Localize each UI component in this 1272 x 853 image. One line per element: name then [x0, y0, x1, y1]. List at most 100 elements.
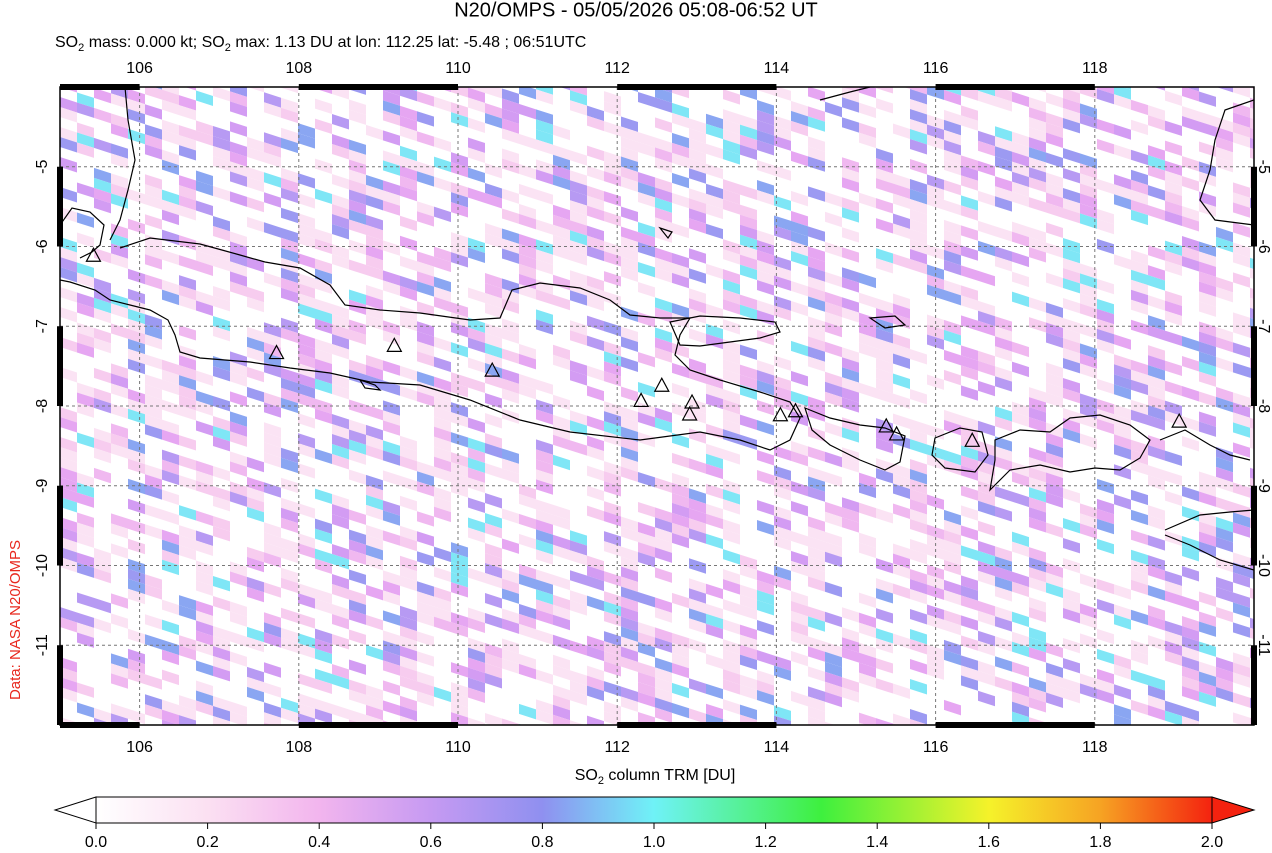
so2-cell [774, 445, 791, 461]
so2-cell [1182, 386, 1199, 402]
so2-cell [621, 586, 638, 602]
so2-cell [740, 644, 757, 661]
so2-cell [1131, 209, 1148, 226]
so2-cell [213, 155, 230, 172]
so2-cell [298, 433, 315, 449]
so2-cell [60, 517, 77, 533]
so2-cell [553, 694, 570, 711]
so2-cell [1097, 328, 1114, 345]
so2-cell [383, 590, 400, 606]
so2-cell [519, 213, 536, 230]
so2-cell [723, 249, 740, 265]
so2-cell [230, 261, 247, 277]
so2-cell [1267, 113, 1272, 128]
so2-cell [1233, 202, 1250, 218]
so2-cell [944, 249, 961, 266]
so2-cell [1131, 249, 1148, 266]
so2-cell [60, 617, 77, 633]
so2-cell [145, 374, 162, 390]
so2-cell [400, 285, 417, 302]
so2-cell [655, 637, 672, 653]
so2-cell [944, 529, 961, 546]
so2-cell [1216, 536, 1233, 553]
so2-cell [145, 334, 162, 350]
so2-cell [128, 648, 145, 665]
so2-cell [145, 404, 162, 420]
so2-cell [842, 627, 859, 643]
so2-cell [1046, 452, 1063, 468]
so2-cell [859, 482, 876, 499]
so2-cell [638, 641, 655, 658]
so2-cell [1046, 272, 1063, 288]
so2-cell [723, 89, 740, 105]
coastline [989, 414, 1151, 492]
so2-cell [808, 686, 825, 702]
so2-cell [485, 573, 502, 589]
so2-cell [740, 224, 757, 241]
so2-cell [502, 608, 519, 624]
so2-cell [94, 87, 111, 104]
so2-cell [1199, 351, 1216, 367]
so2-cell [1199, 611, 1216, 627]
so2-cell [1184, 87, 1199, 92]
so2-cell [808, 116, 825, 132]
so2-cell [1216, 466, 1233, 483]
so2-cell [859, 132, 876, 149]
so2-cell [315, 518, 332, 535]
so2-cell [417, 531, 434, 547]
so2-cell [1080, 683, 1097, 699]
so2-cell [1080, 413, 1097, 429]
so2-cell [434, 616, 451, 633]
so2-cell [621, 616, 638, 632]
so2-cell [434, 286, 451, 303]
so2-cell [1097, 578, 1114, 595]
so2-cell [1097, 398, 1114, 415]
so2-cell [502, 248, 519, 264]
so2-cell [196, 420, 213, 436]
so2-cell [825, 551, 842, 568]
so2-cell [349, 139, 366, 155]
so2-cell [842, 117, 859, 133]
so2-cell [706, 513, 723, 530]
so2-cell [145, 484, 162, 500]
so2-cell [859, 322, 876, 339]
so2-cell [876, 198, 893, 214]
so2-cell [808, 476, 825, 492]
so2-cell [434, 586, 451, 603]
so2-cell [621, 116, 638, 132]
so2-cell [94, 467, 111, 484]
so2-cell [179, 455, 196, 471]
so2-cell [434, 296, 451, 313]
so2-cell [213, 655, 230, 672]
so2-cell [94, 137, 111, 154]
so2-cell [655, 307, 672, 323]
so2-cell [1182, 706, 1199, 722]
so2-cell [740, 204, 757, 221]
so2-cell [944, 109, 961, 126]
so2-cell [179, 135, 196, 151]
so2-cell [944, 119, 961, 136]
so2-cell [213, 575, 230, 592]
so2-cell [774, 265, 791, 281]
so2-cell [1131, 639, 1148, 656]
so2-cell [1012, 541, 1029, 558]
so2-cell [451, 682, 468, 698]
so2-cell [910, 609, 927, 625]
so2-cell [145, 674, 162, 690]
so2-cell [910, 259, 927, 275]
so2-cell [179, 535, 196, 551]
so2-cell [264, 102, 281, 118]
so2-cell [162, 599, 179, 616]
so2-cell [1148, 405, 1165, 421]
so2-cell [400, 185, 417, 202]
so2-cell [1216, 236, 1233, 253]
so2-cell [536, 309, 553, 325]
so2-cell [859, 652, 876, 669]
so2-cell [1063, 537, 1080, 554]
so2-cell [621, 256, 638, 272]
so2-cell [689, 198, 706, 214]
so2-cell [366, 444, 383, 461]
so2-cell [961, 485, 978, 501]
so2-cell [145, 424, 162, 440]
so2-cell [179, 635, 196, 651]
